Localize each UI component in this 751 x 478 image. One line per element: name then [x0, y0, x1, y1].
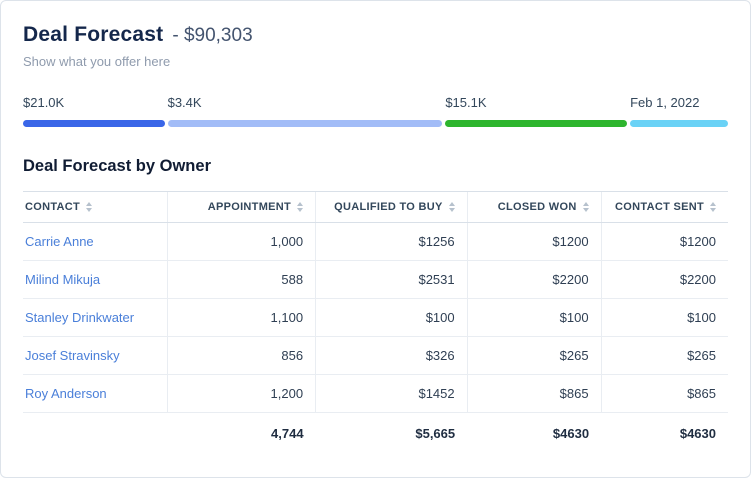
contact-link[interactable]: Josef Stravinsky [25, 348, 120, 363]
contact-link[interactable]: Roy Anderson [25, 386, 107, 401]
contact-sent-cell: $1200 [600, 222, 728, 261]
forecast-amount: - $90,303 [172, 25, 253, 46]
progress-segment-4 [630, 120, 728, 127]
column-header-label: APPOINTMENT [207, 201, 292, 213]
deal-forecast-table: CONTACT APPOINTMENT QUALIFIED TO BUY CLO… [23, 191, 728, 454]
closed-won-cell: $100 [466, 298, 602, 337]
closed-won-cell: $1200 [466, 222, 602, 261]
column-header-closed-won[interactable]: CLOSED WON [466, 191, 602, 223]
closed-won-total: $4630 [552, 426, 590, 441]
contact-link[interactable]: Milind Mikuja [25, 272, 101, 287]
qualified-cell: $100 [315, 298, 468, 337]
table-row: Josef Stravinsky 856 $326 $265 $265 [23, 336, 728, 375]
closed-won-cell: $865 [466, 374, 602, 413]
progress-labels: $21.0K $3.4K $15.1K Feb 1, 2022 [23, 95, 728, 110]
sort-icon[interactable] [710, 202, 716, 212]
appointment-cell: 588 [167, 260, 316, 299]
sort-icon[interactable] [582, 202, 589, 212]
totals-empty-cell [23, 413, 168, 455]
qualified-cell: $2531 [315, 260, 468, 299]
appointment-cell: 1,200 [167, 374, 316, 413]
sort-icon[interactable] [86, 202, 93, 212]
column-header-appointment[interactable]: APPOINTMENT [167, 191, 316, 223]
column-header-contact[interactable]: CONTACT [23, 191, 168, 223]
table-row: Carrie Anne 1,000 $1256 $1200 $1200 [23, 222, 728, 261]
appointment-cell: 1,000 [167, 222, 316, 261]
appointment-total: 4,744 [271, 426, 304, 441]
contact-link[interactable]: Stanley Drinkwater [25, 310, 135, 325]
contact-sent-total: $4630 [679, 426, 716, 441]
progress-segment-2 [167, 120, 443, 127]
progress-label-4: Feb 1, 2022 [630, 95, 700, 110]
qualified-cell: $1452 [315, 374, 468, 413]
appointment-cell: 1,100 [167, 298, 316, 337]
qualified-cell: $326 [315, 336, 468, 375]
column-header-label: QUALIFIED TO BUY [334, 201, 443, 213]
progress-label-3: $15.1K [445, 95, 487, 110]
qualified-cell: $1256 [315, 222, 468, 261]
progress-bar [23, 120, 728, 127]
totals-row: 4,744 $5,665 $4630 $4630 [23, 413, 728, 455]
column-header-label: CONTACT SENT [615, 201, 704, 213]
header: Deal Forecast - $90,303 [23, 23, 728, 47]
closed-won-cell: $265 [466, 336, 602, 375]
appointment-cell: 856 [167, 336, 316, 375]
column-header-label: CLOSED WON [497, 201, 577, 213]
table-row: Roy Anderson 1,200 $1452 $865 $865 [23, 374, 728, 413]
page-title: Deal Forecast [23, 23, 164, 46]
section-title: Deal Forecast by Owner [23, 157, 211, 175]
column-header-contact-sent[interactable]: CONTACT SENT [600, 191, 728, 223]
progress-segment-1 [23, 120, 165, 127]
contact-sent-cell: $2200 [600, 260, 728, 299]
progress-segment-3 [445, 120, 628, 127]
contact-sent-cell: $865 [600, 374, 728, 413]
column-header-qualified-to-buy[interactable]: QUALIFIED TO BUY [315, 191, 468, 223]
table-row: Milind Mikuja 588 $2531 $2200 $2200 [23, 260, 728, 299]
column-header-label: CONTACT [25, 201, 81, 213]
page-subtitle: Show what you offer here [23, 54, 171, 69]
contact-link[interactable]: Carrie Anne [25, 234, 94, 249]
sort-icon[interactable] [448, 202, 455, 212]
progress-label-1: $21.0K [23, 95, 65, 110]
table-header-row: CONTACT APPOINTMENT QUALIFIED TO BUY CLO… [23, 191, 728, 223]
contact-sent-cell: $265 [600, 336, 728, 375]
sort-icon[interactable] [297, 202, 304, 212]
qualified-total: $5,665 [415, 426, 456, 441]
table-row: Stanley Drinkwater 1,100 $100 $100 $100 [23, 298, 728, 337]
contact-sent-cell: $100 [600, 298, 728, 337]
closed-won-cell: $2200 [466, 260, 602, 299]
progress-label-2: $3.4K [167, 95, 202, 110]
